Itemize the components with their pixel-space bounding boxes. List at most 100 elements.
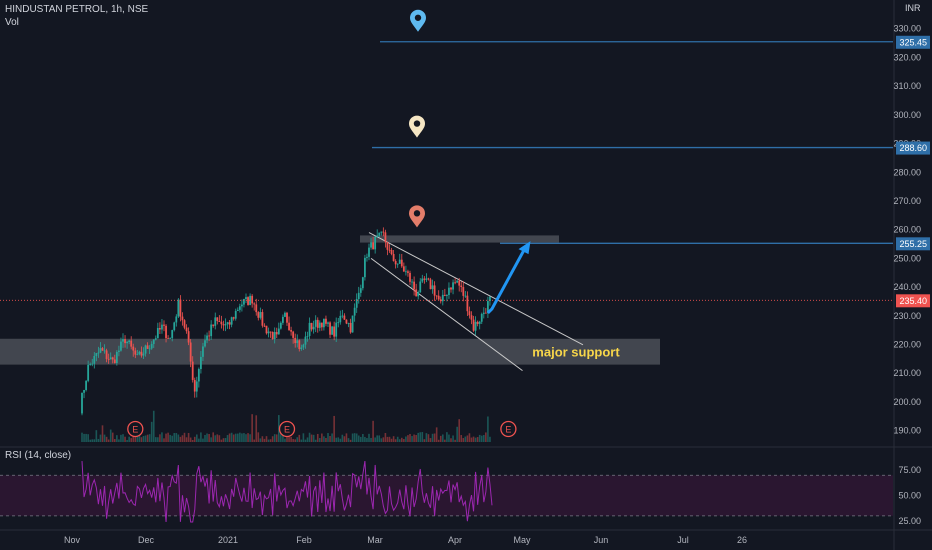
candle-body	[263, 325, 266, 327]
symbol-title[interactable]: HINDUSTAN PETROL, 1h, NSE	[5, 4, 149, 15]
candle	[120, 337, 122, 352]
candle	[337, 318, 340, 328]
volume-bar	[93, 439, 96, 442]
candle	[218, 315, 221, 322]
volume-bar	[312, 434, 315, 442]
candle-body	[103, 350, 106, 352]
time-tick-label: 2021	[218, 535, 238, 545]
candle	[331, 325, 333, 335]
candle-body	[456, 280, 459, 283]
candle-body	[466, 295, 469, 312]
candle	[417, 290, 420, 300]
candle	[345, 319, 348, 325]
volume-bar	[210, 437, 212, 442]
candle	[312, 320, 315, 334]
candle-body	[421, 278, 424, 282]
volume-bar	[257, 432, 260, 442]
horizontal-levels[interactable]	[0, 41, 893, 301]
candle	[415, 283, 418, 297]
price-tick-label: 280.00	[893, 167, 921, 177]
rsi-title[interactable]: RSI (14, close)	[5, 450, 72, 461]
candle	[210, 320, 213, 340]
volume-bar	[118, 439, 120, 442]
volume-bar	[316, 433, 319, 442]
candle	[308, 317, 311, 340]
candle	[228, 319, 231, 330]
candle-body	[409, 272, 411, 282]
volume-bar	[181, 435, 184, 442]
candle	[255, 298, 258, 316]
price-tick-label: 250.00	[893, 253, 921, 263]
candle	[249, 293, 251, 306]
candle-body	[411, 281, 413, 283]
volume-bar	[237, 433, 239, 442]
candle	[269, 331, 272, 338]
earnings-marker-circle	[278, 420, 296, 438]
candle	[398, 253, 401, 264]
volume-bar	[333, 415, 335, 442]
rsi-pane	[0, 460, 893, 523]
candle-body	[323, 318, 325, 328]
candle-body	[427, 278, 430, 280]
volume-bar	[245, 434, 247, 442]
candle-body	[476, 321, 479, 324]
candle	[222, 320, 225, 331]
candle	[392, 249, 395, 262]
volume-bar	[286, 434, 288, 442]
candle	[175, 314, 178, 327]
candle	[474, 316, 477, 336]
candle-body	[431, 285, 434, 290]
candle	[450, 286, 452, 293]
candle	[296, 334, 299, 348]
candle-body	[115, 351, 118, 364]
candle-body	[173, 322, 176, 331]
channel-layer	[368, 232, 584, 372]
candle-body	[118, 350, 120, 352]
candle	[349, 318, 352, 334]
candle	[425, 273, 428, 283]
volume-bar	[454, 439, 456, 442]
volume-bar	[378, 435, 381, 442]
volume-bar	[253, 439, 255, 442]
volume-bar	[314, 439, 317, 442]
candle-body	[329, 322, 331, 335]
candle	[154, 335, 157, 341]
volume-bar	[161, 432, 163, 442]
price-tick-label: 200.00	[893, 397, 921, 407]
candle-body	[339, 315, 342, 323]
volume-bar	[165, 433, 167, 442]
candle-body	[405, 271, 407, 273]
volume-bar	[196, 434, 198, 442]
candle-body	[224, 324, 227, 326]
volume-bar	[384, 433, 387, 442]
volume-label[interactable]: Vol	[5, 17, 19, 28]
volume-bar	[450, 438, 452, 442]
candle-body	[273, 332, 276, 340]
volume-bar	[398, 439, 401, 442]
candle-body	[402, 266, 405, 272]
candle	[107, 353, 110, 364]
volume-bar	[376, 435, 378, 442]
candle	[380, 231, 383, 236]
candle-body	[175, 316, 178, 323]
candle	[448, 282, 450, 299]
candle	[327, 321, 329, 327]
candle	[173, 321, 176, 332]
volume-bar	[325, 437, 327, 442]
volume-bar	[251, 414, 253, 442]
candle	[384, 229, 387, 248]
volume-bar	[126, 439, 128, 442]
candle	[208, 330, 210, 341]
candle-body	[146, 345, 149, 349]
candle	[374, 236, 377, 254]
candle-body	[296, 340, 299, 344]
candle	[423, 276, 426, 284]
map-pin-icon	[409, 205, 425, 228]
candle	[220, 315, 223, 329]
candle-body	[181, 316, 184, 321]
volume-bar	[271, 436, 274, 442]
candle	[458, 277, 461, 292]
volume-bar	[228, 433, 231, 442]
